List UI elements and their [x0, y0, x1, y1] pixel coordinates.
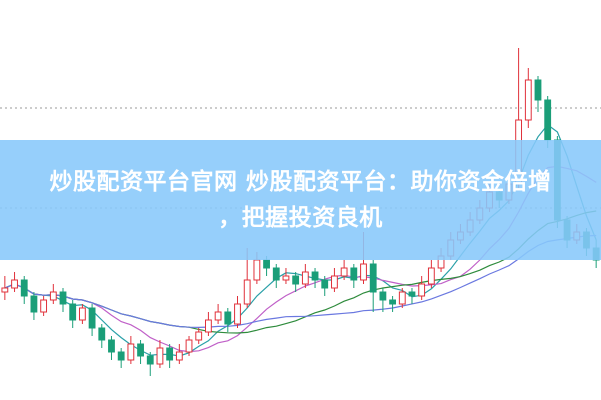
candle-up — [127, 343, 135, 361]
candle-up — [427, 267, 435, 285]
candle-up — [418, 283, 426, 297]
candle-up — [524, 79, 532, 121]
candle-down — [59, 291, 67, 305]
moving-average-ma30 — [4, 234, 597, 329]
candle-up — [301, 271, 309, 285]
candle-up — [398, 291, 406, 305]
candle-down — [30, 295, 38, 313]
candle-up — [340, 267, 348, 277]
candle-down — [369, 263, 377, 293]
candle-down — [146, 355, 154, 365]
candle-down — [108, 339, 115, 353]
headline-line-1: 炒股配资平台官网 炒股配资平台：助你资金倍增 — [49, 169, 552, 195]
candle-down — [379, 291, 387, 301]
headline-banner: 炒股配资平台官网 炒股配资平台：助你资金倍增 ，把握投资良机 — [0, 140, 601, 260]
candle-down — [389, 299, 396, 305]
candle-down — [137, 343, 144, 357]
headline-line-2: ，把握投资良机 — [218, 205, 383, 231]
candle-down — [534, 79, 542, 101]
candle-down — [292, 275, 300, 285]
candle-up — [205, 319, 212, 333]
candle-down — [98, 327, 106, 341]
candle-down — [263, 259, 270, 269]
candle-up — [331, 275, 338, 289]
candle-up — [156, 347, 164, 365]
candle-down — [321, 279, 329, 289]
candle-down — [272, 267, 280, 281]
candle-up — [175, 351, 183, 361]
candle-up — [214, 311, 222, 321]
candle-down — [350, 267, 358, 281]
candle-up — [195, 331, 203, 341]
candle-up — [282, 275, 290, 281]
candle-up — [234, 303, 241, 325]
candle-down — [20, 279, 28, 297]
candle-down — [69, 303, 77, 321]
candle-down — [88, 307, 96, 329]
candle-down — [224, 311, 232, 325]
candle-up — [1, 287, 9, 293]
candle-down — [544, 99, 552, 141]
candle-up — [49, 291, 57, 301]
candle-down — [117, 351, 125, 361]
candle-down — [166, 347, 174, 361]
candle-up — [78, 307, 86, 321]
candle-up — [40, 299, 48, 313]
candle-down — [311, 271, 319, 281]
candle-down — [408, 291, 416, 297]
candle-up — [253, 259, 261, 281]
candle-up — [360, 263, 367, 281]
candle-up — [185, 339, 193, 353]
candle-up — [243, 279, 251, 305]
candle-up — [11, 279, 18, 289]
